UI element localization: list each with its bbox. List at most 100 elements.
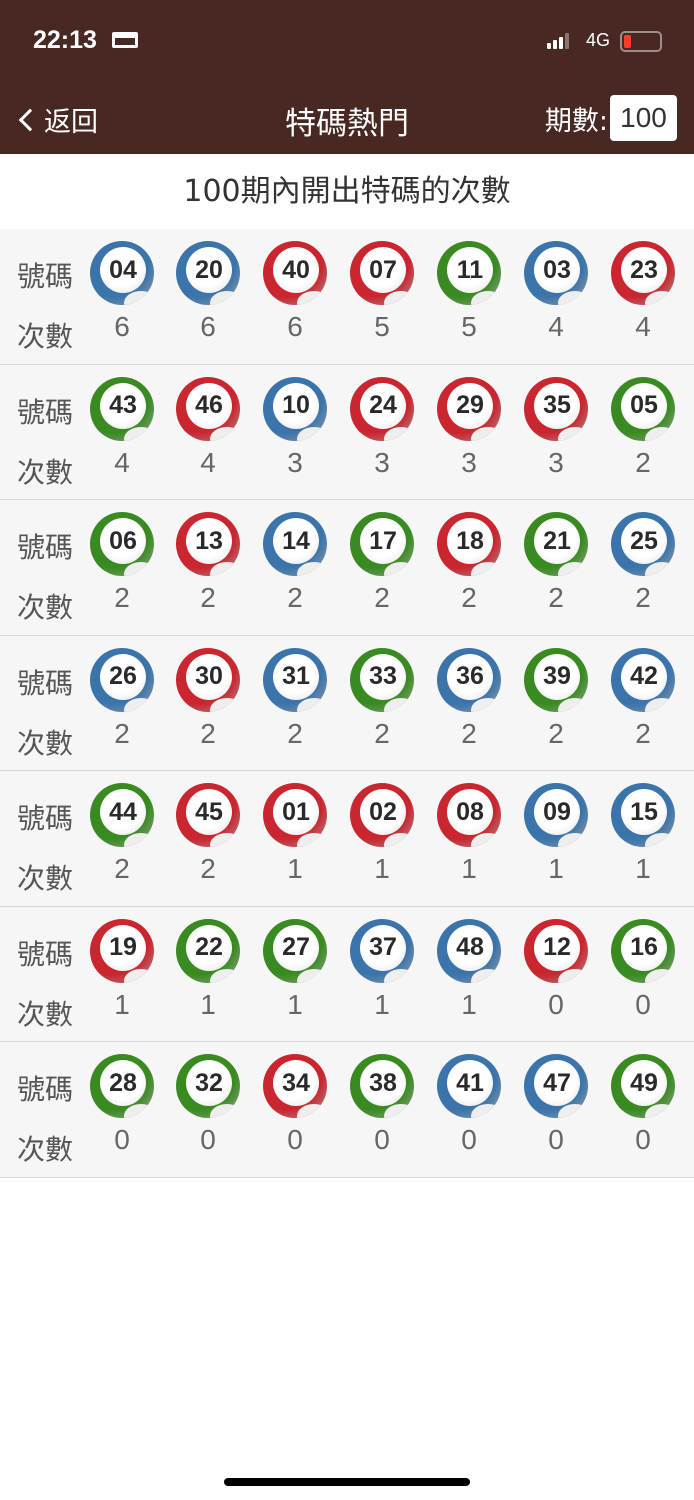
ball-blue: 15 xyxy=(611,783,675,847)
number-grid: 號碼 次數 04 6 20 6 40 6 07 5 11 5 03 4 23 4 號碼 次數 43 4 46 4 10 3 24… xyxy=(0,229,694,1178)
ball-blue: 26 xyxy=(90,647,154,712)
ball-number: 04 xyxy=(100,247,146,293)
ball-blue: 48 xyxy=(437,918,501,983)
number-cell: 46 4 xyxy=(175,376,241,479)
ball-number: 46 xyxy=(186,382,232,429)
number-cell: 10 3 xyxy=(262,376,328,479)
grid-row: 號碼 次數 28 0 32 0 34 0 38 0 41 0 47 0 49 0 xyxy=(0,1042,694,1178)
count-value: 0 xyxy=(548,988,564,1020)
ball-blue: 20 xyxy=(176,241,240,305)
count-value: 2 xyxy=(114,717,130,749)
count-label: 次數 xyxy=(17,997,74,1031)
number-cell: 02 1 xyxy=(349,783,415,885)
ball-number: 23 xyxy=(621,247,667,293)
ball-number: 03 xyxy=(534,247,580,293)
ball-number: 08 xyxy=(447,789,493,835)
sleep-mode-bed-icon xyxy=(112,32,138,48)
ball-green: 05 xyxy=(611,376,675,441)
ball-green: 39 xyxy=(524,647,588,712)
ball-blue: 25 xyxy=(611,512,675,576)
ball-number: 41 xyxy=(447,1060,493,1106)
number-cell: 18 2 xyxy=(436,512,502,614)
page-title: 特碼熱門 xyxy=(285,106,409,142)
number-cell: 24 3 xyxy=(349,376,415,479)
grid-row: 號碼 次數 06 2 13 2 14 2 17 2 18 2 21 2 25 2 xyxy=(0,500,694,636)
number-cell: 03 4 xyxy=(523,241,589,343)
ball-red: 46 xyxy=(176,376,240,441)
count-value: 1 xyxy=(461,988,477,1020)
ball-number: 22 xyxy=(186,924,232,971)
grid-row: 號碼 次數 26 2 30 2 31 2 33 2 36 2 39 2 42 2 xyxy=(0,635,694,771)
ball-red: 08 xyxy=(437,783,501,847)
signal-icon xyxy=(547,33,569,49)
home-indicator[interactable] xyxy=(224,1478,470,1486)
ball-number: 38 xyxy=(360,1060,406,1106)
ball-number: 43 xyxy=(100,382,146,429)
ball-red: 45 xyxy=(176,783,240,847)
number-cell: 12 0 xyxy=(523,918,589,1021)
back-button[interactable]: 返回 xyxy=(14,100,98,139)
ball-number: 24 xyxy=(360,382,406,429)
battery-icon xyxy=(620,31,662,52)
ball-number: 47 xyxy=(534,1060,580,1106)
count-value: 1 xyxy=(287,988,303,1020)
ball-number: 44 xyxy=(100,789,146,835)
ball-red: 29 xyxy=(437,376,501,441)
count-value: 1 xyxy=(200,988,216,1020)
ball-number: 36 xyxy=(447,653,493,700)
number-cell: 31 2 xyxy=(262,647,328,750)
count-value: 0 xyxy=(287,1124,303,1155)
ball-number: 15 xyxy=(621,789,667,835)
count-value: 0 xyxy=(114,1124,130,1155)
ball-green: 16 xyxy=(611,918,675,983)
count-value: 0 xyxy=(461,1124,477,1155)
number-cell: 27 1 xyxy=(262,918,328,1021)
ball-number: 37 xyxy=(360,924,406,971)
ball-green: 06 xyxy=(90,512,154,576)
subtitle: 100期內開出特碼的次數 xyxy=(183,174,511,209)
count-value: 3 xyxy=(461,446,477,478)
count-value: 2 xyxy=(374,582,390,613)
count-value: 6 xyxy=(287,311,303,342)
count-value: 3 xyxy=(374,446,390,478)
ball-blue: 47 xyxy=(524,1054,588,1118)
number-cell: 21 2 xyxy=(523,512,589,614)
ball-red: 40 xyxy=(263,241,327,305)
ball-number: 06 xyxy=(100,518,146,564)
ball-number: 12 xyxy=(534,924,580,971)
ball-blue: 09 xyxy=(524,783,588,847)
count-value: 2 xyxy=(200,853,216,884)
count-value: 2 xyxy=(635,717,651,749)
count-value: 1 xyxy=(548,853,564,884)
number-cell: 08 1 xyxy=(436,783,502,885)
ball-red: 12 xyxy=(524,918,588,983)
ball-blue: 10 xyxy=(263,376,327,441)
number-cell: 26 2 xyxy=(89,647,155,750)
count-label: 次數 xyxy=(17,726,74,760)
number-label: 號碼 xyxy=(17,395,74,429)
number-cell: 05 2 xyxy=(610,376,676,479)
count-value: 2 xyxy=(635,446,651,478)
count-value: 1 xyxy=(287,853,303,884)
back-label: 返回 xyxy=(44,107,98,138)
ball-number: 34 xyxy=(273,1060,319,1106)
number-cell: 17 2 xyxy=(349,512,415,614)
periods-input[interactable] xyxy=(610,95,677,141)
number-cell: 25 2 xyxy=(610,512,676,614)
ball-number: 01 xyxy=(273,789,319,835)
number-cell: 34 0 xyxy=(262,1054,328,1156)
ball-green: 44 xyxy=(90,783,154,847)
number-cell: 07 5 xyxy=(349,241,415,343)
number-cell: 49 0 xyxy=(610,1054,676,1156)
header: 22:13 4G 返回 特碼熱門 期數: xyxy=(0,0,694,154)
ball-green: 33 xyxy=(350,647,414,712)
ball-number: 11 xyxy=(447,247,493,293)
number-cell: 04 6 xyxy=(89,241,155,343)
grid-row: 號碼 次數 04 6 20 6 40 6 07 5 11 5 03 4 23 4 xyxy=(0,229,694,365)
ball-red: 23 xyxy=(611,241,675,305)
count-value: 2 xyxy=(461,582,477,613)
count-value: 1 xyxy=(114,988,130,1020)
count-value: 2 xyxy=(287,582,303,613)
ball-red: 13 xyxy=(176,512,240,576)
status-time: 22:13 xyxy=(33,26,97,54)
